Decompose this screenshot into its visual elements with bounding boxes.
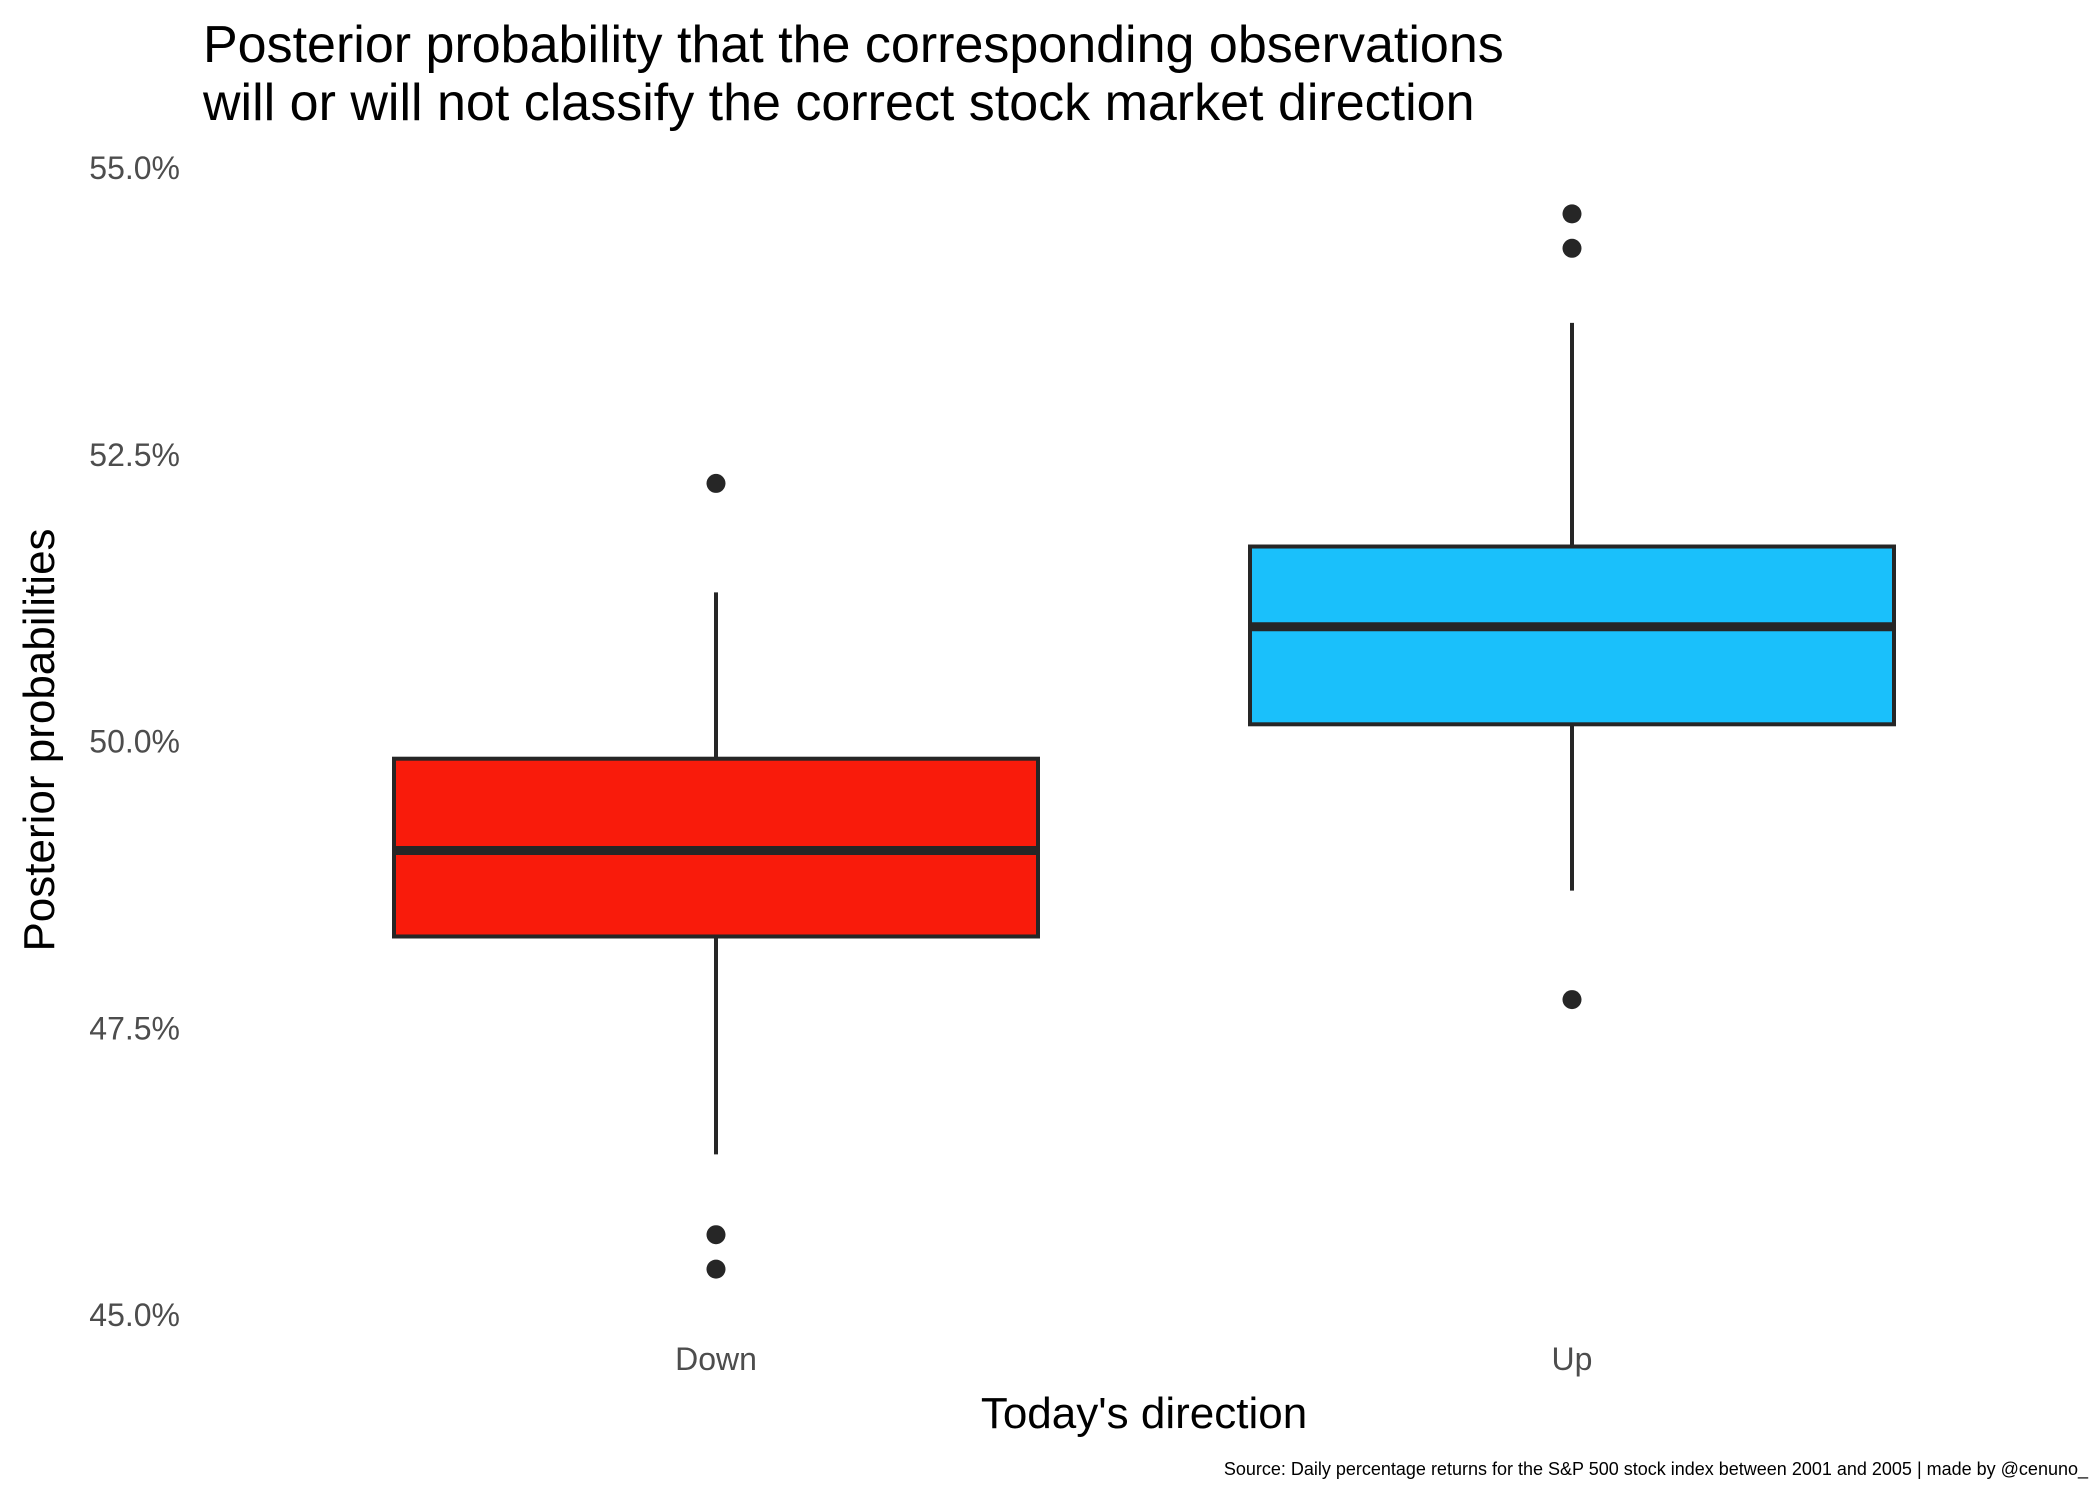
y-tick-label: 52.5% [89,437,180,473]
y-tick-label: 45.0% [89,1297,180,1333]
box-iqr [1248,544,1896,727]
x-tick-label: Down [675,1341,757,1377]
chart-caption: Source: Daily percentage returns for the… [1224,1459,2089,1480]
box-down [392,473,1040,1279]
y-axis-ticks: 45.0% 47.5% 50.0% 52.5% 55.0% [89,150,180,1333]
boxes [392,204,1896,1279]
chart-title-line: Posterior probability that the correspon… [203,16,1504,74]
chart-title-line: will or will not classify the correct st… [202,74,1475,132]
y-tick-label: 55.0% [89,150,180,186]
outlier-point [1562,238,1582,258]
y-tick-label: 50.0% [89,724,180,760]
chart-title: Posterior probability that the correspon… [202,16,1504,132]
y-axis-title: Posterior probabilities [15,528,64,951]
outlier-point [1562,204,1582,224]
outlier-point [706,1259,726,1279]
outlier-point [706,1225,726,1245]
box-up [1248,204,1896,1010]
y-tick-label: 47.5% [89,1010,180,1046]
outlier-point [1562,990,1582,1010]
x-axis-ticks: Down Up [675,1341,1592,1377]
outlier-point [706,473,726,493]
x-tick-label: Up [1552,1341,1593,1377]
x-axis-title: Today's direction [981,1389,1307,1438]
